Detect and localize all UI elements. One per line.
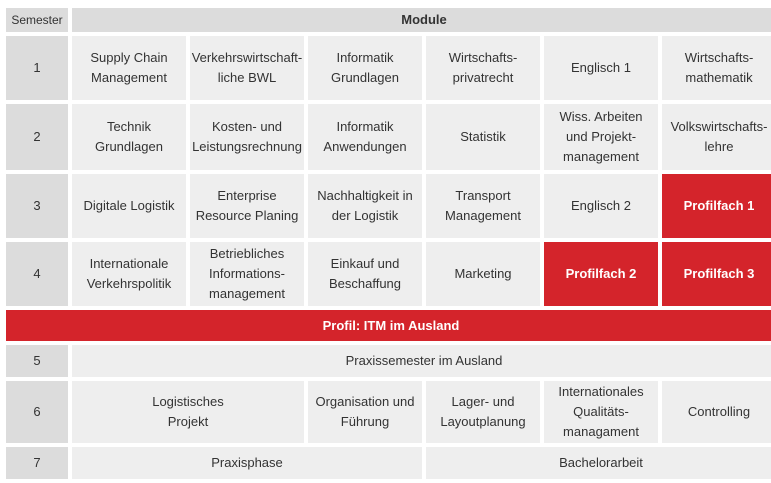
semester-number: 6	[6, 381, 68, 443]
module-cell: Transport Management	[426, 174, 540, 238]
module-cell: Marketing	[426, 242, 540, 306]
module-cell: Supply Chain Management	[72, 36, 186, 100]
semester-number: 2	[6, 104, 68, 170]
module-cell: Enterprise Resource Planing	[190, 174, 304, 238]
profile-module-cell: Profilfach 1	[662, 174, 771, 238]
semester-number: 5	[6, 345, 68, 377]
module-cell: Praxissemester im Ausland	[72, 345, 771, 377]
module-cell: Praxisphase	[72, 447, 422, 479]
module-cell: Nachhaltigkeit in der Logistik	[308, 174, 422, 238]
module-cell: Englisch 1	[544, 36, 658, 100]
module-cell: Englisch 2	[544, 174, 658, 238]
module-cell: Lager- und Layoutplanung	[426, 381, 540, 443]
header-module: Module	[72, 8, 771, 32]
header-semester: Semester	[6, 8, 68, 32]
module-cell: Internationale Verkehrspolitik	[72, 242, 186, 306]
module-cell: Bachelorarbeit	[426, 447, 771, 479]
module-cell: Statistik	[426, 104, 540, 170]
module-cell: Einkauf und Beschaffung	[308, 242, 422, 306]
module-cell: Organisation und Führung	[308, 381, 422, 443]
module-cell: Logistisches Projekt	[72, 381, 304, 443]
module-cell: Technik Grundlagen	[72, 104, 186, 170]
profile-module-cell: Profilfach 3	[662, 242, 771, 306]
semester-number: 4	[6, 242, 68, 306]
semester-number: 7	[6, 447, 68, 479]
module-cell: Wiss. Arbeiten und Projekt- management	[544, 104, 658, 170]
profile-banner: Profil: ITM im Ausland	[6, 310, 771, 341]
curriculum-table: Semester Module 1 Supply Chain Managemen…	[6, 8, 771, 479]
module-cell: Informatik Anwendungen	[308, 104, 422, 170]
module-cell: Controlling	[662, 381, 771, 443]
module-cell: Informatik Grundlagen	[308, 36, 422, 100]
module-cell: Internationales Qualitäts- managament	[544, 381, 658, 443]
semester-number: 1	[6, 36, 68, 100]
module-cell: Wirtschafts- mathematik	[662, 36, 771, 100]
module-cell: Verkehrswirtschaft- liche BWL	[190, 36, 304, 100]
module-cell: Kosten- und Leistungsrechnung	[190, 104, 304, 170]
module-cell: Betriebliches Informations- management	[190, 242, 304, 306]
module-cell: Wirtschafts- privatrecht	[426, 36, 540, 100]
module-cell: Digitale Logistik	[72, 174, 186, 238]
module-cell: Volkswirtschafts- lehre	[662, 104, 771, 170]
profile-module-cell: Profilfach 2	[544, 242, 658, 306]
semester-number: 3	[6, 174, 68, 238]
